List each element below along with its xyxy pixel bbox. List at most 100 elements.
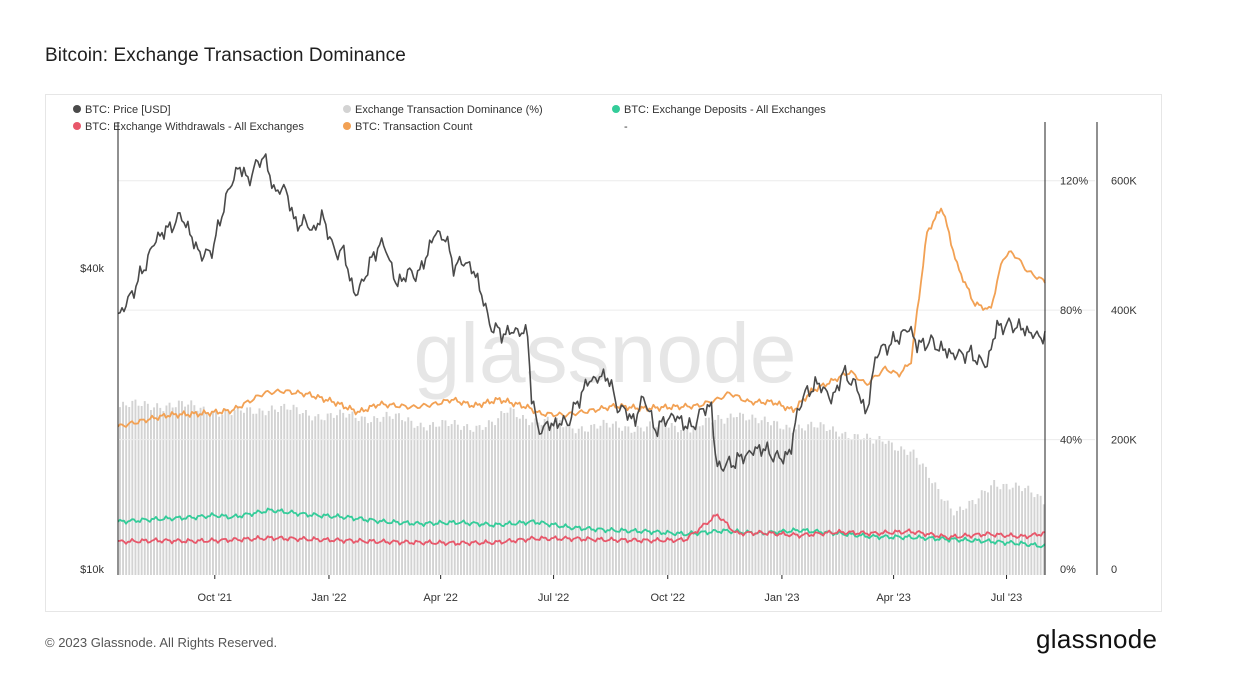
dominance-bar — [280, 406, 283, 575]
legend-item[interactable]: Exchange Transaction Dominance (%) — [343, 104, 543, 116]
dominance-bar — [652, 425, 655, 575]
dominance-bar — [500, 411, 503, 575]
legend-item[interactable]: BTC: Transaction Count — [343, 121, 472, 133]
dominance-bar — [301, 413, 304, 575]
count-tick-label: 0 — [1111, 564, 1117, 576]
dominance-bar — [646, 426, 648, 575]
dominance-bar — [704, 418, 707, 575]
dominance-bar — [850, 439, 853, 575]
dominance-bar — [956, 510, 958, 575]
dominance-bar — [429, 424, 431, 575]
x-tick-label: Oct '22 — [650, 592, 685, 604]
dominance-bar — [159, 407, 162, 575]
dominance-bar — [742, 413, 744, 575]
dominance-bar — [215, 411, 217, 575]
dominance-bar — [252, 413, 255, 575]
dominance-bar — [766, 422, 769, 575]
grid-lines — [118, 180, 1095, 441]
dominance-bar — [422, 427, 425, 575]
dominance-bar — [1033, 497, 1036, 575]
dominance-bar — [543, 419, 546, 575]
dominance-bar — [239, 410, 242, 575]
dominance-bar — [484, 427, 487, 575]
dominance-bar — [906, 454, 909, 575]
dominance-bar — [208, 416, 211, 575]
dominance-bar — [711, 422, 713, 575]
dominance-bar — [255, 413, 258, 575]
glassnode-logo[interactable]: glassnode — [1036, 624, 1158, 654]
dominance-bar — [835, 431, 837, 575]
legend: BTC: Price [USD] Exchange Transaction Dom… — [73, 104, 826, 133]
watermark: glassnode — [414, 306, 797, 400]
dominance-bar — [624, 426, 627, 575]
dominance-bar — [153, 407, 155, 575]
dominance-bar — [807, 424, 810, 575]
dominance-bar — [388, 416, 391, 575]
dominance-bar — [233, 410, 236, 575]
dominance-bar — [298, 414, 301, 575]
dominance-bar — [655, 427, 658, 575]
dominance-bar — [838, 436, 841, 575]
dominance-bar — [677, 432, 679, 575]
dominance-bar — [125, 405, 128, 575]
dominance-bar — [274, 409, 276, 575]
dominance-bar — [667, 427, 670, 575]
dominance-bar — [739, 412, 741, 575]
dominance-bar — [785, 424, 788, 575]
dominance-bar — [382, 416, 385, 575]
dominance-bar — [881, 441, 884, 575]
dominance-bar — [791, 432, 794, 575]
x-tick-label: Jan '23 — [764, 592, 799, 604]
dominance-bar — [828, 429, 831, 575]
chart-frame — [45, 94, 1162, 612]
dominance-bar — [897, 450, 899, 575]
copyright-text: © 2023 Glassnode. All Rights Reserved. — [45, 635, 278, 650]
dominance-bar — [441, 420, 444, 575]
dominance-bar — [236, 405, 239, 575]
dominance-bar — [627, 426, 630, 575]
dominance-bar — [363, 416, 366, 575]
dominance-bar — [1027, 485, 1030, 575]
legend-item[interactable]: BTC: Exchange Withdrawals - All Exchange… — [73, 121, 304, 133]
dominance-bar — [611, 423, 614, 575]
dominance-bar — [952, 515, 955, 575]
dominance-bar — [336, 415, 338, 575]
dominance-bar — [760, 420, 763, 575]
dominance-bar — [460, 429, 462, 575]
dominance-bar — [342, 412, 345, 575]
dominance-bar — [156, 403, 159, 575]
dominance-bar — [419, 422, 422, 575]
dominance-bar — [137, 405, 140, 575]
dominance-bar — [326, 413, 329, 575]
dominance-bar — [305, 410, 307, 575]
dominance-bar — [270, 405, 273, 575]
dominance-bar — [642, 431, 645, 575]
legend-item[interactable]: BTC: Price [USD] — [73, 104, 171, 116]
left-tick-label: $40k — [80, 263, 104, 275]
dominance-bar — [227, 410, 230, 575]
legend-item[interactable]: - — [624, 121, 628, 133]
dominance-bar — [221, 414, 224, 575]
dominance-bar — [915, 457, 918, 575]
legend-swatch — [73, 105, 81, 113]
dominance-bar — [487, 420, 490, 575]
dominance-bar — [723, 423, 726, 575]
dominance-bar — [813, 427, 816, 575]
dominance-bar — [212, 410, 214, 575]
pct-tick-label: 0% — [1060, 564, 1076, 576]
dominance-bar — [177, 400, 180, 575]
dominance-bar — [332, 417, 335, 575]
legend-label: BTC: Exchange Withdrawals - All Exchange… — [85, 121, 304, 133]
dominance-bar — [404, 421, 407, 575]
dominance-bar — [869, 437, 872, 575]
dominance-bar — [577, 428, 580, 575]
dominance-bar — [134, 399, 137, 575]
dominance-bar — [119, 407, 121, 575]
legend-item[interactable]: BTC: Exchange Deposits - All Exchanges — [612, 104, 826, 116]
dominance-bar — [804, 430, 806, 575]
dominance-bar — [515, 417, 518, 575]
dominance-bar — [590, 424, 593, 575]
dominance-bar — [863, 438, 865, 575]
dominance-bar — [1042, 504, 1045, 575]
dominance-bar — [621, 430, 624, 575]
